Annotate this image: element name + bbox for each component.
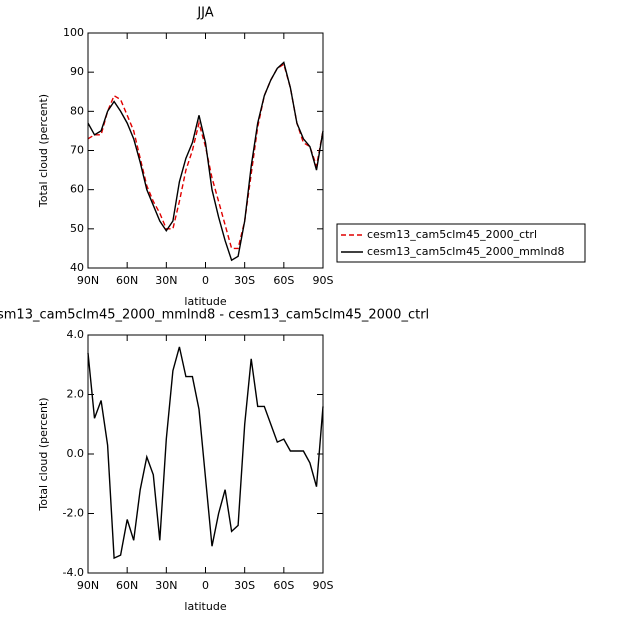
x-tick-label: 30S bbox=[234, 274, 255, 287]
y-tick-label: 100 bbox=[63, 26, 84, 39]
x-tick-label: 30N bbox=[155, 274, 177, 287]
y-tick-label: 0.0 bbox=[67, 447, 85, 460]
y-tick-label: 4.0 bbox=[67, 328, 85, 341]
x-tick-label: 60S bbox=[273, 274, 294, 287]
x-tick-label: 0 bbox=[202, 274, 209, 287]
x-tick-label: 90S bbox=[313, 274, 334, 287]
chart-title: JJA bbox=[196, 6, 213, 21]
y-tick-label: 70 bbox=[70, 144, 84, 157]
legend-box bbox=[336, 223, 586, 263]
plot-frame bbox=[87, 32, 324, 269]
x-tick-label: 30N bbox=[155, 579, 177, 592]
x-tick-label: 60N bbox=[116, 274, 138, 287]
y-tick-label: 50 bbox=[70, 222, 84, 235]
y-tick-label: -4.0 bbox=[63, 566, 84, 579]
legend-label: cesm13_cam5clm45_2000_ctrl bbox=[367, 228, 537, 241]
y-tick-label: 80 bbox=[70, 104, 84, 117]
y-tick-label: -2.0 bbox=[63, 507, 84, 520]
x-tick-label: 90N bbox=[77, 274, 99, 287]
x-tick-label: 0 bbox=[202, 579, 209, 592]
legend-label: cesm13_cam5clm45_2000_mmlnd8 bbox=[367, 245, 565, 258]
y-tick-label: 90 bbox=[70, 65, 84, 78]
data-line bbox=[87, 346, 324, 560]
x-tick-label: 60N bbox=[116, 579, 138, 592]
data-line bbox=[87, 61, 324, 262]
x-axis-label: latitude bbox=[184, 600, 226, 613]
x-tick-label: 30S bbox=[234, 579, 255, 592]
plot-frame bbox=[87, 334, 324, 574]
y-tick-label: 2.0 bbox=[67, 388, 85, 401]
x-tick-label: 60S bbox=[273, 579, 294, 592]
x-axis-label: latitude bbox=[184, 295, 226, 308]
y-tick-label: 40 bbox=[70, 261, 84, 274]
x-tick-label: 90S bbox=[313, 579, 334, 592]
y-tick-label: 60 bbox=[70, 183, 84, 196]
y-axis-label: Total cloud (percent) bbox=[37, 94, 50, 208]
chart-title: cesm13_cam5clm45_2000_mmlnd8 - cesm13_ca… bbox=[0, 308, 429, 323]
data-line bbox=[87, 63, 324, 250]
x-tick-label: 90N bbox=[77, 579, 99, 592]
y-axis-label: Total cloud (percent) bbox=[37, 397, 50, 511]
